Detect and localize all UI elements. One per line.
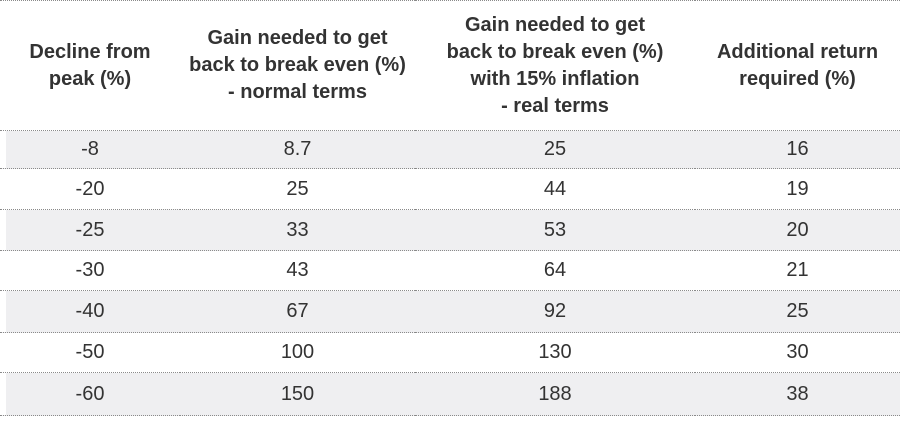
column-header-additional-return: Additional return required (%) — [716, 40, 879, 90]
cell-decline: -40 — [0, 290, 180, 333]
cell-additional-return: 38 — [695, 372, 900, 416]
cell-gain-real: 130 — [538, 341, 572, 363]
cell-gain-real: 44 — [543, 177, 567, 200]
cell-decline: -20 — [75, 177, 105, 200]
table-row: -30 43 64 21 — [0, 251, 900, 291]
cell-gain-real: 25 — [415, 130, 695, 169]
cell-gain-normal: 25 — [286, 177, 309, 200]
cell-gain-normal: 150 — [180, 372, 415, 416]
cell-gain-real: 188 — [415, 372, 695, 416]
table-row: -40 67 92 25 — [0, 290, 900, 333]
cell-decline: -30 — [75, 259, 105, 281]
cell-gain-normal: 67 — [180, 290, 415, 333]
cell-gain-normal: 43 — [286, 259, 309, 281]
table-row: -50 100 130 30 — [0, 333, 900, 373]
column-header-gain-normal: Gain needed to get back to break even (%… — [189, 27, 406, 103]
cell-additional-return: 25 — [695, 290, 900, 333]
cell-decline: -25 — [0, 209, 180, 251]
column-header-gain-real: Gain needed to get back to break even (%… — [446, 13, 664, 117]
cell-decline: -50 — [75, 341, 105, 363]
cell-gain-normal: 33 — [180, 209, 415, 251]
data-table: Decline from peak (%) Gain needed to get… — [0, 0, 900, 416]
cell-gain-real: 53 — [415, 209, 695, 251]
table-body: -8 8.7 25 16 -20 25 44 19 -25 33 53 20 -… — [0, 130, 900, 416]
cell-gain-real: 92 — [415, 290, 695, 333]
table-header: Decline from peak (%) Gain needed to get… — [0, 0, 900, 131]
cell-additional-return: 20 — [695, 209, 900, 251]
cell-gain-normal: 100 — [280, 341, 315, 363]
cell-additional-return: 30 — [786, 341, 809, 363]
cell-decline: -60 — [0, 372, 180, 416]
table-row: -20 25 44 19 — [0, 169, 900, 210]
cell-decline: -8 — [0, 130, 180, 169]
table-row: -8 8.7 25 16 — [0, 130, 900, 169]
cell-additional-return: 16 — [695, 130, 900, 169]
column-header-decline: Decline from peak (%) — [29, 40, 151, 90]
cell-gain-real: 64 — [543, 259, 567, 281]
cell-additional-return: 21 — [786, 259, 809, 281]
cell-gain-normal: 8.7 — [180, 130, 415, 169]
table-row: -60 150 188 38 — [0, 372, 900, 416]
cell-additional-return: 19 — [786, 177, 809, 200]
table-row: -25 33 53 20 — [0, 209, 900, 251]
header-row: Decline from peak (%) Gain needed to get… — [0, 0, 900, 131]
